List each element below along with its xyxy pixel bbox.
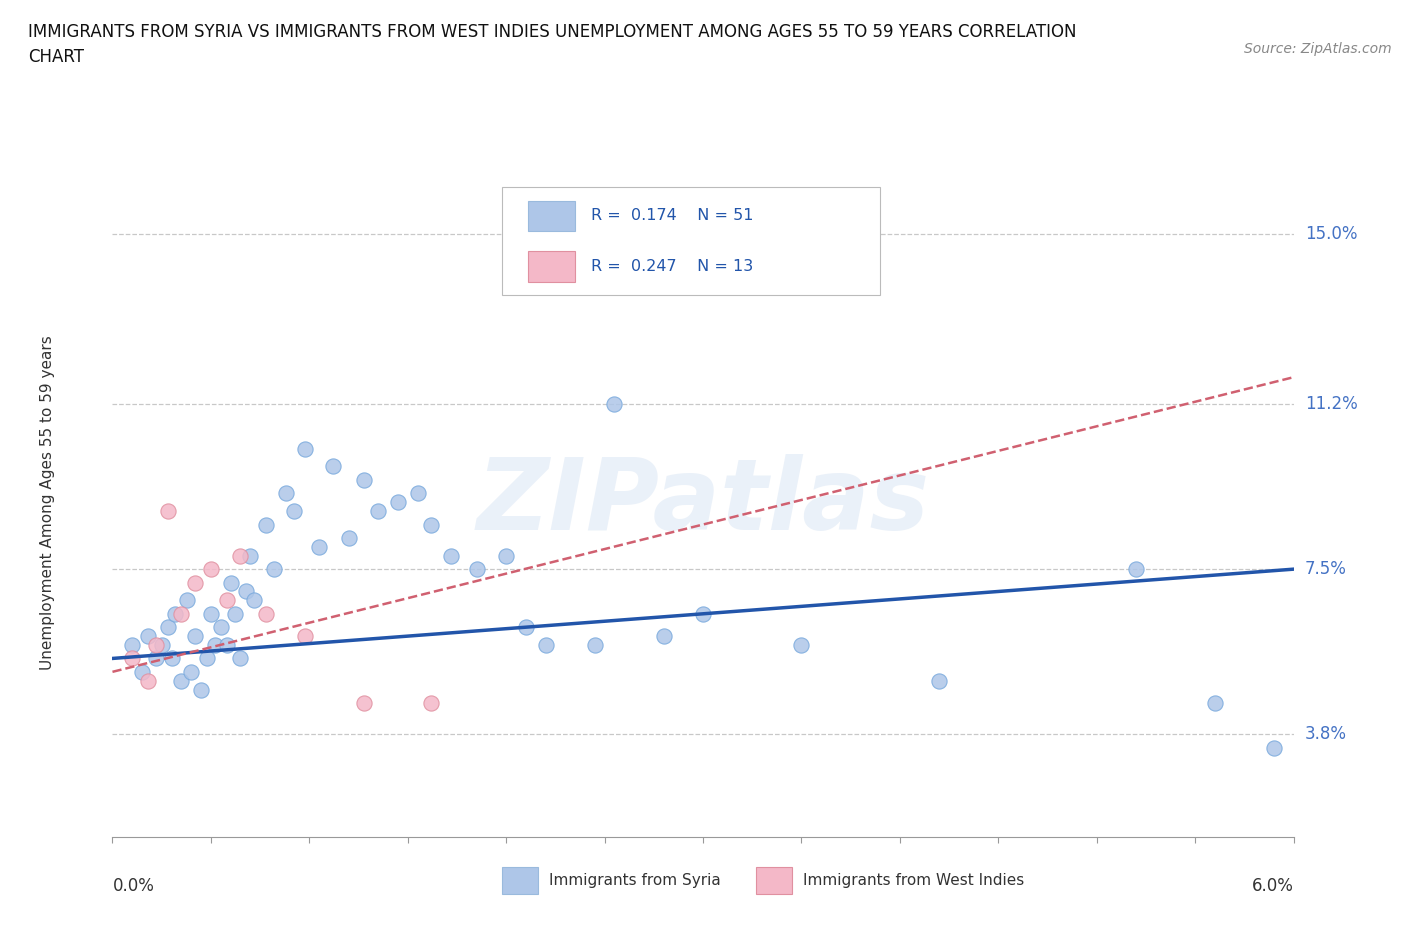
- Point: [184, 629, 207, 644]
- Point: [195, 651, 218, 666]
- Point: [190, 683, 212, 698]
- Point: [583, 638, 606, 653]
- Text: R =  0.174    N = 51: R = 0.174 N = 51: [591, 208, 754, 223]
- Point: [131, 664, 153, 679]
- Point: [200, 606, 222, 621]
- Text: Immigrants from West Indies: Immigrants from West Indies: [803, 873, 1025, 888]
- Point: [170, 673, 193, 688]
- Point: [406, 485, 429, 500]
- Bar: [502, 867, 537, 894]
- Point: [243, 593, 266, 608]
- Point: [283, 504, 305, 519]
- Point: [294, 441, 316, 456]
- Point: [180, 664, 202, 679]
- Text: Source: ZipAtlas.com: Source: ZipAtlas.com: [1244, 42, 1392, 56]
- Point: [274, 485, 297, 500]
- Point: [1125, 562, 1147, 577]
- Point: [263, 562, 285, 577]
- Point: [603, 396, 626, 411]
- Point: [215, 593, 238, 608]
- Point: [145, 651, 167, 666]
- FancyBboxPatch shape: [502, 188, 880, 295]
- Point: [200, 562, 222, 577]
- Point: [322, 459, 344, 474]
- Point: [928, 673, 950, 688]
- Point: [156, 504, 179, 519]
- Point: [136, 673, 159, 688]
- Point: [534, 638, 557, 653]
- Point: [420, 517, 443, 532]
- Point: [150, 638, 173, 653]
- Text: 15.0%: 15.0%: [1305, 225, 1357, 244]
- Point: [420, 696, 443, 711]
- Point: [440, 549, 463, 564]
- Point: [495, 549, 517, 564]
- Point: [160, 651, 183, 666]
- Point: [1204, 696, 1226, 711]
- Point: [229, 549, 252, 564]
- Point: [308, 539, 330, 554]
- Point: [136, 629, 159, 644]
- Point: [239, 549, 262, 564]
- Text: 3.8%: 3.8%: [1305, 725, 1347, 743]
- Point: [170, 606, 193, 621]
- Bar: [529, 251, 575, 282]
- Text: 7.5%: 7.5%: [1305, 560, 1347, 578]
- Text: Unemployment Among Ages 55 to 59 years: Unemployment Among Ages 55 to 59 years: [39, 335, 55, 670]
- Point: [367, 504, 389, 519]
- Text: R =  0.247    N = 13: R = 0.247 N = 13: [591, 259, 754, 274]
- Point: [156, 619, 179, 634]
- Point: [515, 619, 537, 634]
- Point: [165, 606, 187, 621]
- Point: [652, 629, 675, 644]
- Point: [254, 517, 277, 532]
- Point: [224, 606, 246, 621]
- Point: [176, 593, 198, 608]
- Point: [387, 495, 409, 510]
- Point: [229, 651, 252, 666]
- Point: [790, 638, 813, 653]
- Point: [254, 606, 277, 621]
- Text: Immigrants from Syria: Immigrants from Syria: [550, 873, 721, 888]
- Point: [294, 629, 316, 644]
- Point: [219, 575, 242, 590]
- Text: ZIPatlas: ZIPatlas: [477, 454, 929, 551]
- Point: [353, 472, 375, 487]
- Bar: [529, 201, 575, 231]
- Point: [337, 530, 360, 545]
- Point: [353, 696, 375, 711]
- Point: [465, 562, 488, 577]
- Point: [692, 606, 714, 621]
- Point: [209, 619, 232, 634]
- Point: [204, 638, 226, 653]
- Bar: [756, 867, 792, 894]
- Text: 6.0%: 6.0%: [1251, 877, 1294, 896]
- Point: [215, 638, 238, 653]
- Point: [121, 651, 143, 666]
- Text: IMMIGRANTS FROM SYRIA VS IMMIGRANTS FROM WEST INDIES UNEMPLOYMENT AMONG AGES 55 : IMMIGRANTS FROM SYRIA VS IMMIGRANTS FROM…: [28, 23, 1077, 41]
- Point: [235, 584, 257, 599]
- Text: 0.0%: 0.0%: [112, 877, 155, 896]
- Text: CHART: CHART: [28, 48, 84, 66]
- Point: [121, 638, 143, 653]
- Point: [184, 575, 207, 590]
- Point: [1263, 740, 1285, 755]
- Text: 11.2%: 11.2%: [1305, 395, 1357, 413]
- Point: [145, 638, 167, 653]
